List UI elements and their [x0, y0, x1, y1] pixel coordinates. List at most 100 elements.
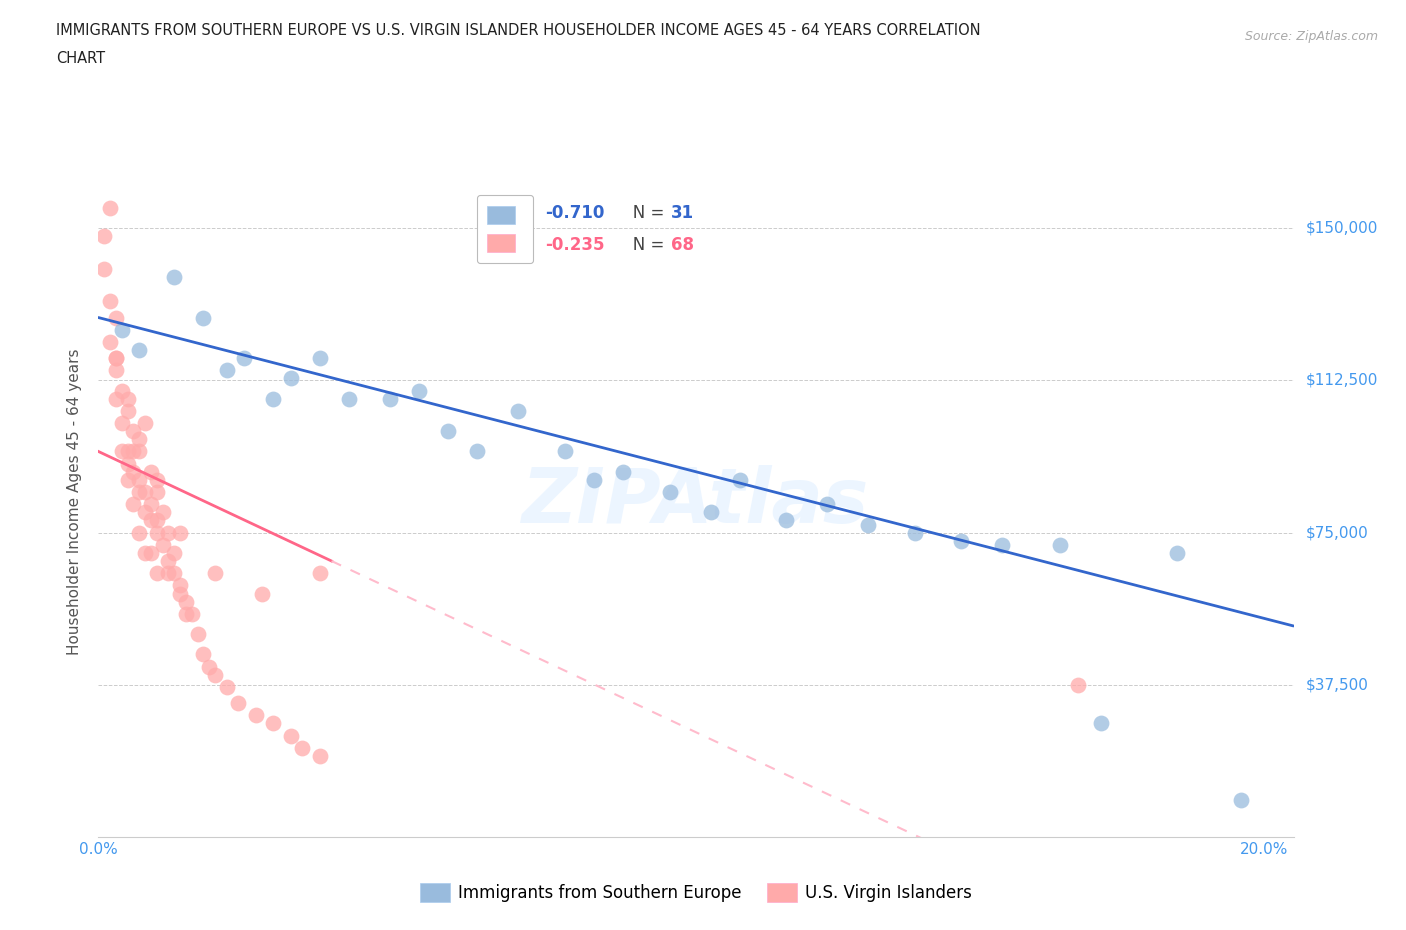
Point — [152, 538, 174, 552]
Text: R =: R = — [492, 235, 527, 254]
Text: -0.235: -0.235 — [546, 235, 605, 254]
Point — [193, 647, 215, 662]
Point — [134, 505, 156, 520]
Text: $112,500: $112,500 — [1305, 373, 1378, 388]
Point — [122, 497, 145, 512]
Text: -0.710: -0.710 — [546, 204, 605, 221]
Point — [950, 533, 973, 548]
Point — [169, 578, 191, 592]
Point — [280, 728, 302, 743]
Point — [262, 716, 284, 731]
Point — [815, 497, 838, 512]
Point — [117, 392, 139, 406]
Point — [186, 627, 208, 642]
Point — [856, 517, 879, 532]
Point — [204, 667, 226, 682]
Point — [174, 594, 197, 609]
Point — [180, 606, 202, 621]
Point — [699, 505, 721, 520]
Point — [658, 485, 681, 499]
Point — [128, 485, 150, 499]
Point — [309, 565, 332, 580]
Point — [117, 472, 139, 487]
Point — [145, 472, 167, 487]
Point — [139, 546, 162, 561]
Point — [157, 553, 180, 568]
Point — [612, 464, 634, 479]
Point — [104, 310, 127, 325]
Point — [215, 363, 238, 378]
Text: ZIPAtlas: ZIPAtlas — [522, 465, 870, 539]
Point — [215, 680, 238, 695]
Point — [98, 335, 121, 350]
Point — [582, 472, 605, 487]
Point — [991, 538, 1014, 552]
Point — [250, 586, 273, 601]
Point — [408, 383, 430, 398]
Point — [378, 392, 401, 406]
Point — [204, 565, 226, 580]
Point — [337, 392, 360, 406]
Point — [128, 342, 150, 357]
Point — [467, 444, 489, 458]
Point — [228, 696, 250, 711]
Point — [122, 444, 145, 458]
Text: IMMIGRANTS FROM SOUTHERN EUROPE VS U.S. VIRGIN ISLANDER HOUSEHOLDER INCOME AGES : IMMIGRANTS FROM SOUTHERN EUROPE VS U.S. … — [56, 23, 981, 38]
Point — [152, 505, 174, 520]
Point — [174, 606, 197, 621]
Point — [117, 457, 139, 472]
Point — [157, 565, 180, 580]
Point — [93, 261, 115, 276]
Point — [98, 201, 121, 216]
Text: Source: ZipAtlas.com: Source: ZipAtlas.com — [1244, 30, 1378, 43]
Point — [111, 323, 134, 338]
Point — [233, 351, 256, 365]
Point — [145, 565, 167, 580]
Point — [554, 444, 576, 458]
Point — [1230, 793, 1253, 808]
Point — [139, 513, 162, 528]
Point — [1166, 546, 1188, 561]
Point — [139, 464, 162, 479]
Point — [309, 351, 332, 365]
Point — [437, 424, 460, 439]
Text: N =: N = — [617, 235, 669, 254]
Point — [1067, 677, 1090, 692]
Point — [145, 485, 167, 499]
Point — [163, 546, 186, 561]
Point — [98, 294, 121, 309]
Point — [157, 525, 180, 540]
Point — [139, 497, 162, 512]
Y-axis label: Householder Income Ages 45 - 64 years: Householder Income Ages 45 - 64 years — [67, 349, 83, 656]
Point — [775, 513, 797, 528]
Point — [163, 270, 186, 285]
Point — [169, 586, 191, 601]
Point — [728, 472, 751, 487]
Point — [134, 485, 156, 499]
Point — [145, 525, 167, 540]
Point — [508, 404, 530, 418]
Point — [104, 351, 127, 365]
Point — [104, 351, 127, 365]
Text: R =: R = — [492, 204, 527, 221]
Point — [117, 404, 139, 418]
Point — [104, 363, 127, 378]
Text: CHART: CHART — [56, 51, 105, 66]
Point — [169, 525, 191, 540]
Text: $75,000: $75,000 — [1305, 525, 1368, 540]
Point — [111, 444, 134, 458]
Point — [291, 740, 314, 755]
Point — [117, 444, 139, 458]
Text: 31: 31 — [671, 204, 695, 221]
Point — [262, 392, 284, 406]
Text: $150,000: $150,000 — [1305, 220, 1378, 236]
Point — [193, 310, 215, 325]
Point — [93, 229, 115, 244]
Point — [134, 416, 156, 431]
Point — [122, 424, 145, 439]
Point — [128, 472, 150, 487]
Point — [128, 525, 150, 540]
Point — [198, 659, 221, 674]
Point — [122, 464, 145, 479]
Point — [145, 513, 167, 528]
